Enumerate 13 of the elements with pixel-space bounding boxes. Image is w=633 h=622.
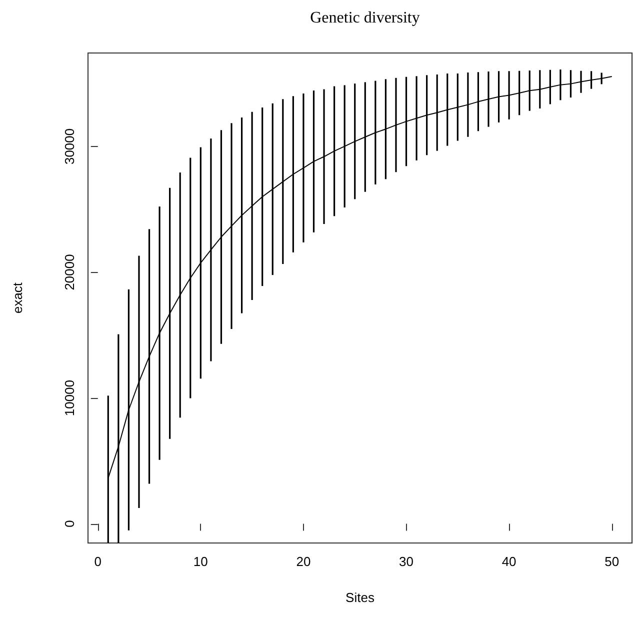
x-tick-label: 40 bbox=[502, 554, 516, 569]
x-tick-label: 10 bbox=[193, 554, 208, 569]
y-axis-title: exact bbox=[10, 282, 25, 314]
x-tick-label: 30 bbox=[399, 554, 414, 569]
chart-title: Genetic diversity bbox=[310, 10, 420, 26]
x-axis-title: Sites bbox=[346, 590, 375, 605]
x-tick-label: 20 bbox=[296, 554, 311, 569]
x-tick-label: 50 bbox=[604, 554, 620, 569]
y-tick-label: 20000 bbox=[62, 254, 77, 290]
y-tick-label: 30000 bbox=[62, 128, 77, 165]
y-tick-label: 0 bbox=[62, 520, 77, 528]
y-tick-label: 10000 bbox=[62, 380, 77, 416]
x-tick-label: 0 bbox=[94, 554, 102, 569]
